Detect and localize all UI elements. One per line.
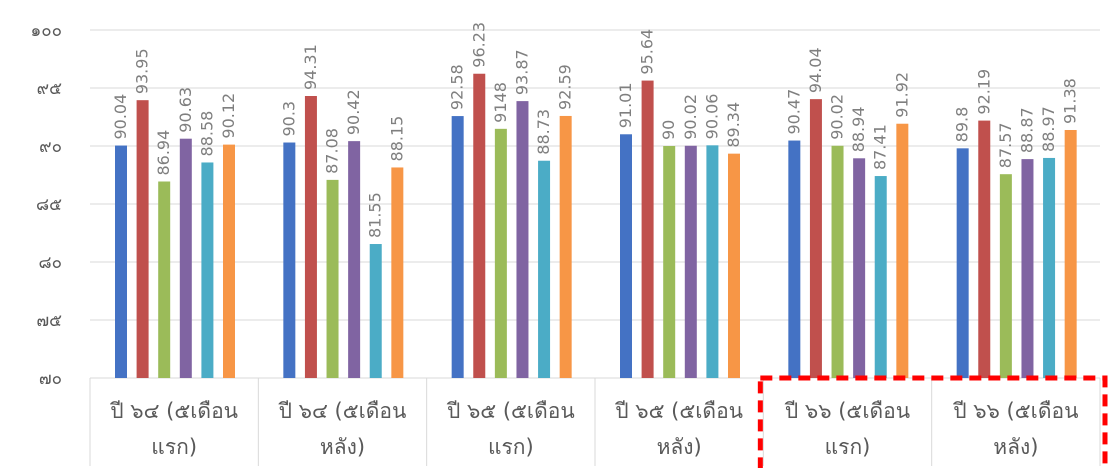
data-label: 89.34 xyxy=(724,102,743,148)
bar xyxy=(1064,129,1077,378)
bar xyxy=(538,160,551,378)
data-label: 95.64 xyxy=(638,29,657,75)
y-tick-label: ๗๐ xyxy=(39,369,62,389)
category-label: ปี ๖๕ (๕เดือน xyxy=(446,399,575,423)
bar xyxy=(304,96,317,378)
bar xyxy=(874,176,887,378)
data-label: 86.94 xyxy=(154,130,173,176)
y-tick-label: ๘๕ xyxy=(36,195,62,215)
category-label: ปี ๖๕ (๕เดือน xyxy=(615,399,744,423)
bar xyxy=(348,141,361,378)
category-label: ปี ๖๔ (๕เดือน xyxy=(278,399,407,423)
bar xyxy=(831,145,844,378)
bar xyxy=(788,140,801,378)
data-label: 88.58 xyxy=(197,111,216,157)
data-label: 90.63 xyxy=(176,87,195,133)
bar xyxy=(663,146,676,378)
data-label: 88.87 xyxy=(1017,107,1036,153)
bar xyxy=(1043,157,1056,378)
bar xyxy=(283,142,296,378)
bar xyxy=(451,116,464,379)
bar xyxy=(223,144,235,378)
highlight-box xyxy=(757,375,1108,468)
data-label: 87.41 xyxy=(871,124,890,170)
bar xyxy=(728,153,740,378)
y-tick-label: ๗๕ xyxy=(36,311,62,331)
data-label: 90.3 xyxy=(279,101,298,137)
bar xyxy=(494,128,507,378)
data-label: 90 xyxy=(659,120,678,140)
data-label: 90.02 xyxy=(681,94,700,140)
bar xyxy=(896,123,909,378)
data-label: 88.94 xyxy=(849,106,868,152)
data-label: 90.12 xyxy=(219,93,238,139)
bar xyxy=(179,138,192,378)
bar xyxy=(978,120,991,378)
data-label: 9148 xyxy=(491,82,510,123)
data-label: 91.38 xyxy=(1061,78,1080,124)
category-label: ปี ๖๖ (๕เดือน xyxy=(953,399,1079,423)
bar xyxy=(620,134,632,378)
bar xyxy=(369,244,382,378)
data-label: 94.31 xyxy=(301,44,320,90)
bar xyxy=(706,145,719,378)
data-label: 88.73 xyxy=(534,109,553,155)
bar xyxy=(809,99,822,379)
data-label: 90.04 xyxy=(111,94,130,140)
category-label: ปี ๖๖ (๕เดือน xyxy=(784,399,910,423)
bar xyxy=(158,181,171,378)
data-label: 87.57 xyxy=(996,122,1015,168)
y-tick-label: ๘๐ xyxy=(39,253,63,273)
data-label: 91.92 xyxy=(892,72,911,118)
y-tick-label: ๑๐๐ xyxy=(30,21,62,41)
data-label: 96.23 xyxy=(469,22,488,68)
category-label: แรก) xyxy=(151,435,197,459)
data-label: 90.06 xyxy=(702,93,721,139)
data-label: 88.97 xyxy=(1039,106,1058,152)
bar xyxy=(136,100,149,379)
bar xyxy=(641,80,654,379)
bar xyxy=(391,167,404,378)
data-label: 90.47 xyxy=(784,89,803,135)
y-tick-label: ๙๐ xyxy=(39,137,62,157)
data-label: 92.58 xyxy=(448,64,467,110)
bar xyxy=(684,145,697,378)
bar xyxy=(473,73,486,379)
data-label: 81.55 xyxy=(366,192,385,238)
bar xyxy=(516,101,529,378)
category-label: หลัง) xyxy=(993,435,1038,459)
category-label: แรก) xyxy=(825,435,871,459)
bar xyxy=(999,174,1012,378)
data-label: 91.01 xyxy=(616,82,635,128)
category-label: ปี ๖๔ (๕เดือน xyxy=(110,399,239,423)
data-label: 90.42 xyxy=(344,89,363,135)
data-label: 87.08 xyxy=(323,128,342,174)
data-label: 94.04 xyxy=(806,47,825,93)
category-label: หลัง) xyxy=(320,435,365,459)
bar xyxy=(956,148,969,378)
bar xyxy=(201,162,214,378)
data-label: 90.02 xyxy=(828,94,847,140)
category-label: หลัง) xyxy=(657,435,702,459)
bar xyxy=(326,179,339,378)
bar xyxy=(559,115,572,379)
bar xyxy=(853,158,866,378)
bar xyxy=(1021,159,1034,378)
data-label: 92.19 xyxy=(974,69,993,115)
bar xyxy=(115,145,127,378)
data-label: 88.15 xyxy=(387,116,406,162)
category-label: แรก) xyxy=(488,435,534,459)
data-label: 93.95 xyxy=(133,48,152,94)
data-label: 93.87 xyxy=(512,49,531,95)
data-label: 92.59 xyxy=(556,64,575,110)
data-label: 89.8 xyxy=(953,107,972,143)
y-tick-label: ๙๕ xyxy=(37,79,62,99)
